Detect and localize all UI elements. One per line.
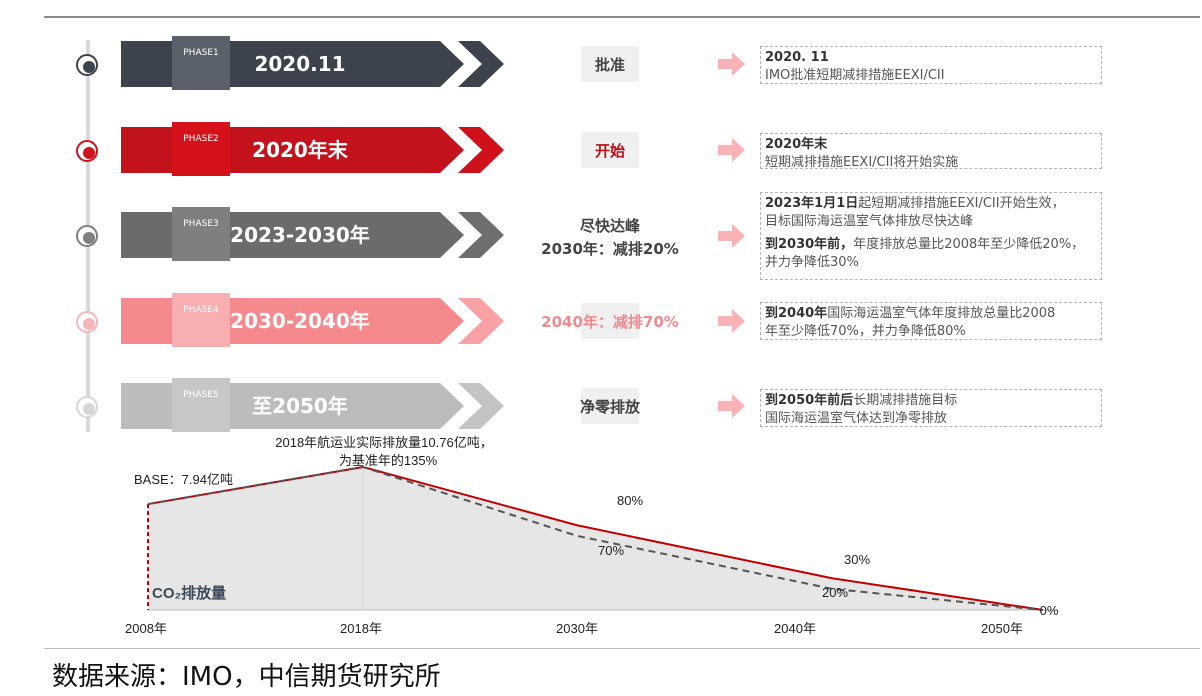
detail-line: 到2050年前后长期减排措施目标: [765, 393, 958, 408]
phase-arrowhead: [440, 41, 464, 87]
detail-box: 到2040年国际海运温室气体年度排放总量比2008 年至少降低70%，并力争降低8…: [760, 302, 1102, 340]
bottom-rule: [44, 648, 1200, 649]
detail-line: 并力争降低30%: [765, 255, 859, 270]
x-tick-label: 2030年: [556, 621, 598, 636]
phase-arrowhead: [440, 383, 464, 429]
detail-box: 2020. 11 IMO批准短期减排措施EEXI/CII: [760, 46, 1102, 84]
timeline-dot: [76, 396, 98, 418]
action-line: 尽快达峰: [579, 217, 640, 235]
base-annotation: BASE：7.94亿吨: [134, 472, 233, 487]
phase-action: 批准: [594, 56, 625, 74]
action-box: [581, 388, 639, 424]
phase-label: 2023-2030年: [230, 223, 370, 247]
chevron-icon: [458, 298, 504, 344]
detail-line: 目标国际海运温室气体排放尽快达峰: [765, 214, 974, 229]
timeline-dot: [76, 54, 98, 76]
source-note: 数据来源：IMO，中信期货研究所: [52, 662, 441, 692]
action-box: [581, 132, 639, 168]
detail-box: 2023年1月1日起短期减排措施EEXI/CII开始生效， 目标国际海运温室气体排…: [760, 192, 1102, 280]
detail-box: 到2050年前后长期减排措施目标 国际海运温室气体达到净零排放: [760, 389, 1102, 427]
arrow-right-icon: [718, 309, 745, 333]
phase-arrowhead: [440, 127, 464, 173]
phase-arrowhead: [440, 298, 464, 344]
x-tick-label: 2008年: [125, 621, 167, 636]
detail-box: 2020年末短期减排措施EEXI/CII将开始实施: [760, 133, 1102, 170]
peak-annotation: 为基准年的135%: [339, 453, 438, 468]
action-line: 2030年：减排20%: [541, 240, 679, 258]
arrow-right-icon: [718, 138, 745, 162]
detail-line: 国际海运温室气体达到净零排放: [765, 411, 948, 426]
detail-line: 到2030年前，年度排放总量比2008年至少降低20%，: [765, 237, 1085, 252]
peak-annotation: 2018年航运业实际排放量10.76亿吨，: [275, 435, 492, 450]
detail-line: 2023年1月1日起短期减排措施EEXI/CII开始生效，: [765, 196, 1065, 211]
emission-area: [148, 467, 1043, 610]
detail-line: 短期减排措施EEXI/CII将开始实施: [765, 155, 959, 170]
x-tick-label: 2050年: [981, 621, 1023, 636]
phase-label: 至2050年: [252, 394, 348, 418]
chevron-icon: [458, 212, 504, 258]
chevron-icon: [458, 41, 504, 87]
top-rule: [44, 16, 1200, 18]
data-label: 20%: [822, 585, 848, 600]
timeline-dot: [76, 140, 98, 162]
timeline-dot: [76, 225, 98, 247]
detail-line: 2020年末: [765, 137, 828, 152]
phase-tab: PHASE4: [172, 293, 230, 347]
phase-tab: PHASE1: [172, 36, 230, 90]
chevron-icon: [458, 383, 504, 429]
phase-action: 2040年：减排70%: [541, 313, 679, 331]
x-tick-label: 2018年: [340, 621, 382, 636]
x-tick-label: 2040年: [774, 621, 816, 636]
action-box: [581, 303, 639, 339]
data-label: 80%: [617, 493, 643, 508]
action-box: [581, 46, 639, 82]
chevron-icon: [458, 127, 504, 173]
detail-line: 年至少降低70%，并力争降低80%: [765, 324, 966, 339]
series-target-line: [147, 465, 1044, 611]
timeline-dot: [76, 311, 98, 333]
phase-tab: PHASE2: [172, 122, 230, 176]
phase-action: 尽快达峰 2030年：减排20%: [530, 215, 690, 259]
detail-line: IMO批准短期减排措施EEXI/CII: [765, 68, 945, 83]
data-label: 30%: [844, 552, 870, 567]
phase-tab: PHASE5: [172, 378, 230, 432]
y-axis-label: CO₂排放量: [152, 584, 226, 602]
data-label: 0%: [1040, 603, 1059, 618]
series-ambition-line: [147, 465, 1044, 611]
phase-tab: PHASE3: [172, 207, 230, 261]
detail-line: 2020. 11: [765, 50, 829, 65]
phase-label: 2030-2040年: [230, 309, 370, 333]
arrow-right-icon: [718, 394, 745, 418]
arrow-right-icon: [718, 224, 745, 248]
detail-line: 到2040年国际海运温室气体年度排放总量比2008: [765, 306, 1056, 321]
arrow-right-icon: [718, 52, 745, 76]
phase-arrowhead: [440, 212, 464, 258]
phase-label: 2020.11: [254, 52, 346, 76]
phase-action: 净零排放: [579, 398, 640, 416]
phase-action: 开始: [594, 142, 625, 160]
data-label: 70%: [598, 543, 624, 558]
phase-label: 2020年末: [252, 138, 348, 162]
